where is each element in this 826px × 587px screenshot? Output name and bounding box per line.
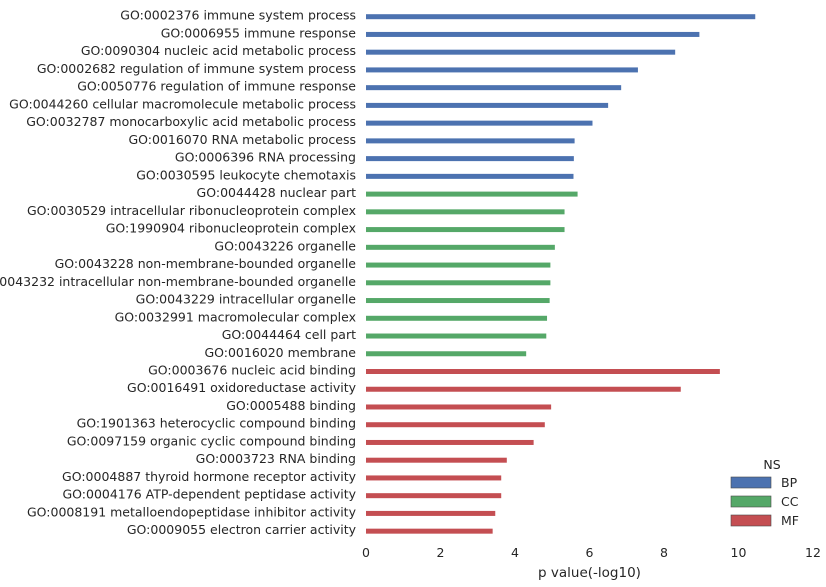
x-tick-label: 6: [586, 545, 594, 560]
bar: [366, 369, 720, 374]
bar: [366, 173, 574, 179]
category-label: GO:0004176 ATP-dependent peptidase activ…: [62, 487, 356, 502]
category-label: GO:0032991 macromolecular complex: [115, 309, 356, 324]
legend-label: CC: [781, 494, 799, 509]
category-label: GO:1990904 ribonucleoprotein complex: [106, 221, 356, 236]
bar: [366, 102, 609, 108]
bar: [366, 280, 551, 286]
bar: [366, 528, 493, 534]
bar: [366, 67, 638, 73]
bar: [366, 209, 565, 215]
category-label: GO:0005488 binding: [226, 398, 356, 413]
bar: [366, 31, 700, 37]
category-labels: GO:0002376 immune system process GO:00069…: [0, 8, 357, 537]
x-tick-label: 10: [731, 545, 747, 560]
bar: [366, 510, 496, 516]
category-label: GO:0043228 non-membrane-bounded organell…: [55, 256, 357, 271]
bar: [366, 191, 578, 197]
category-label: GO:0050776 regulation of immune response: [77, 79, 356, 94]
bar: [366, 439, 534, 445]
bar: [366, 262, 551, 268]
category-label: GO:0044464 cell part: [222, 327, 356, 342]
legend-title: NS: [763, 457, 780, 472]
bar: [366, 14, 756, 20]
bar: [366, 493, 502, 499]
category-label: GO:1901363 heterocyclic compound binding: [77, 416, 356, 431]
bar: [366, 386, 681, 392]
bar: [366, 85, 622, 91]
category-label: GO:0090304 nucleic acid metabolic proces…: [81, 43, 356, 58]
bar: [366, 333, 547, 339]
x-axis-ticks: 0 2 4 6 8 10 12: [362, 545, 821, 560]
category-label: GO:0002376 immune system process: [120, 8, 356, 23]
bar: [366, 227, 565, 233]
bar: [366, 457, 507, 463]
category-label: GO:0006955 immune response: [161, 25, 357, 40]
bar: [366, 298, 550, 304]
category-label: GO:0003676 nucleic acid binding: [148, 363, 356, 378]
category-label: GO:0004887 thyroid hormone receptor acti…: [62, 469, 357, 484]
x-tick-label: 12: [805, 545, 821, 560]
category-label: GO:0008191 metalloendopeptidase inhibito…: [27, 504, 357, 519]
x-tick-label: 2: [437, 545, 445, 560]
legend: NS BP CC MF: [730, 457, 799, 528]
bar: [366, 244, 555, 250]
bar: [366, 138, 575, 144]
legend-swatch: [730, 495, 772, 508]
bar: [366, 120, 593, 126]
legend-label: BP: [781, 475, 798, 490]
category-label: GO:0009055 electron carrier activity: [127, 522, 357, 537]
x-tick-label: 8: [660, 545, 668, 560]
bar: [366, 156, 574, 162]
legend-entries: BP CC MF: [730, 475, 799, 528]
bar: [366, 49, 676, 55]
bar: [366, 315, 548, 321]
category-label: GO:0002682 regulation of immune system p…: [37, 61, 356, 76]
bar: [366, 351, 527, 357]
bar: [366, 404, 552, 410]
category-label: GO:0030595 leukocyte chemotaxis: [136, 167, 356, 182]
category-label: GO:0030529 intracellular ribonucleoprote…: [27, 203, 356, 218]
category-label: GO:0097159 organic cyclic compound bindi…: [67, 433, 356, 448]
bars-layer: [366, 14, 756, 534]
category-label: GO:0016020 membrane: [204, 345, 356, 360]
x-axis-title: p value(-log10): [538, 565, 641, 581]
x-tick-label: 4: [511, 545, 519, 560]
category-label: GO:0016070 RNA metabolic process: [128, 132, 356, 147]
legend-swatch: [730, 514, 772, 527]
category-label: GO:0032787 monocarboxylic acid metabolic…: [26, 114, 356, 129]
category-label: GO:0044428 nuclear part: [197, 185, 357, 200]
legend-label: MF: [781, 513, 799, 528]
bar: [366, 422, 545, 428]
category-label: GO:0003723 RNA binding: [196, 451, 356, 466]
x-tick-label: 0: [362, 545, 370, 560]
category-label: GO:0016491 oxidoreductase activity: [127, 380, 357, 395]
bar: [366, 475, 502, 481]
category-label: GO:0043229 intracellular organelle: [136, 292, 357, 307]
category-label: GO:0006396 RNA processing: [175, 150, 356, 165]
category-label: GO:0043226 organelle: [214, 238, 356, 253]
category-label: GO:0044260 cellular macromolecule metabo…: [9, 96, 356, 111]
legend-swatch: [730, 476, 772, 489]
category-label: GO:0043232 intracellular non-membrane-bo…: [0, 274, 356, 289]
